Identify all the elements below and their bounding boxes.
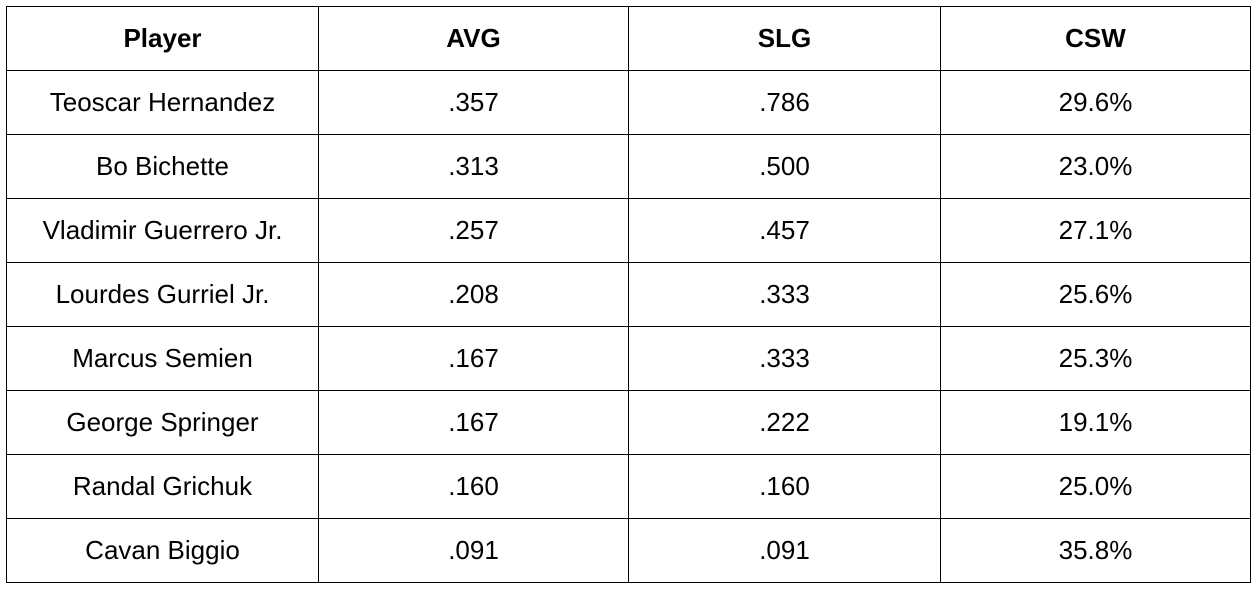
player-cell: Teoscar Hernandez: [6, 70, 319, 135]
table-row: Lourdes Gurriel Jr. .208.333 25.6%: [6, 262, 1251, 327]
stat-cell: 29.6%: [940, 70, 1251, 135]
header-cell: CSW: [940, 6, 1251, 71]
stat-cell: .160: [318, 454, 629, 519]
stat-cell: .091: [628, 518, 941, 583]
player-cell: Marcus Semien: [6, 326, 319, 391]
player-cell: George Springer: [6, 390, 319, 455]
stat-cell: 19.1%: [940, 390, 1251, 455]
stat-cell: 23.0%: [940, 134, 1251, 199]
player-cell: Randal Grichuk: [6, 454, 319, 519]
table-row: Bo Bichette .313.500 23.0%: [6, 134, 1251, 199]
stat-cell: 25.6%: [940, 262, 1251, 327]
stat-cell: .313: [318, 134, 629, 199]
table-row: Cavan Biggio .091.091 35.8%: [6, 518, 1251, 583]
table-row: Randal Grichuk .160.160 25.0%: [6, 454, 1251, 519]
stat-cell: .222: [628, 390, 941, 455]
stat-cell: .167: [318, 390, 629, 455]
header-cell: SLG: [628, 6, 941, 71]
header-row: Player AVG SLG CSW: [6, 6, 1251, 71]
stat-cell: .257: [318, 198, 629, 263]
stat-cell: .091: [318, 518, 629, 583]
header-cell: Player: [6, 6, 319, 71]
table-row: Vladimir Guerrero Jr. .257.457 27.1%: [6, 198, 1251, 263]
stat-cell: .333: [628, 326, 941, 391]
header-cell: AVG: [318, 6, 629, 71]
table-row: George Springer .167.222 19.1%: [6, 390, 1251, 455]
player-cell: Bo Bichette: [6, 134, 319, 199]
table-body: Teoscar Hernandez .357.786 29.6% Bo Bichett…: [6, 70, 1251, 583]
player-cell: Cavan Biggio: [6, 518, 319, 583]
stat-cell: 27.1%: [940, 198, 1251, 263]
stat-cell: .500: [628, 134, 941, 199]
stat-cell: .333: [628, 262, 941, 327]
stat-cell: .208: [318, 262, 629, 327]
player-cell: Lourdes Gurriel Jr.: [6, 262, 319, 327]
player-cell: Vladimir Guerrero Jr.: [6, 198, 319, 263]
stat-cell: 35.8%: [940, 518, 1251, 583]
stat-cell: .786: [628, 70, 941, 135]
stat-cell: 25.0%: [940, 454, 1251, 519]
stat-cell: 25.3%: [940, 326, 1251, 391]
stat-cell: .457: [628, 198, 941, 263]
table-row: Marcus Semien .167.333 25.3%: [6, 326, 1251, 391]
table-row: Teoscar Hernandez .357.786 29.6%: [6, 70, 1251, 135]
stat-cell: .160: [628, 454, 941, 519]
stat-cell: .357: [318, 70, 629, 135]
table-header: Player AVG SLG CSW: [6, 6, 1251, 71]
stat-cell: .167: [318, 326, 629, 391]
stats-table: Player AVG SLG CSW Teoscar Hernandez .357.78…: [6, 6, 1251, 583]
